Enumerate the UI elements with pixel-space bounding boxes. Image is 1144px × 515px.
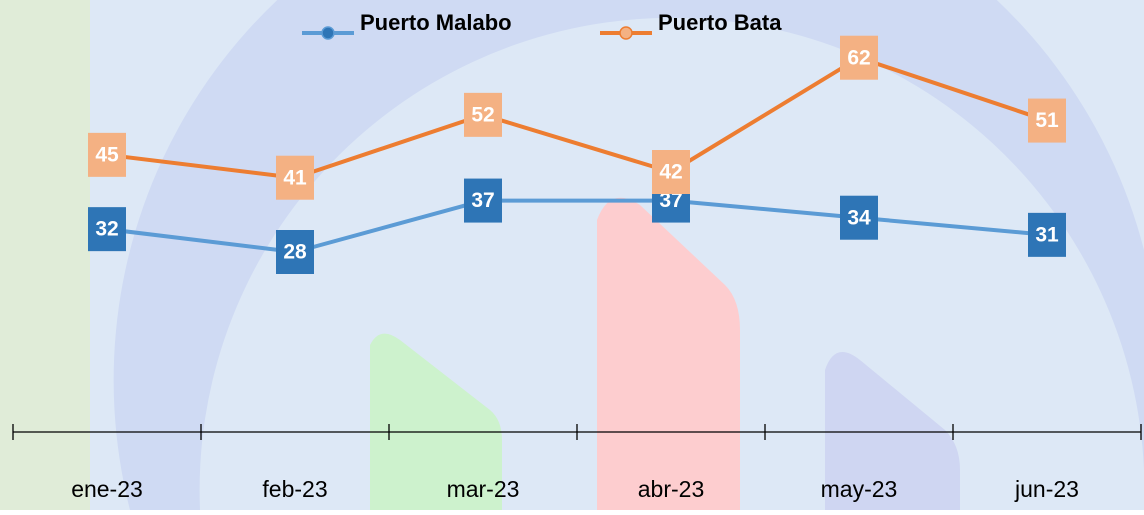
chart: Puerto Malabo Puerto Bata ene-23 feb-23 mar…: [0, 0, 1144, 510]
x-tick-label: may-23: [821, 476, 898, 502]
x-tick-label: feb-23: [262, 476, 327, 502]
x-tick-label: abr-23: [638, 476, 704, 502]
data-label: 37: [471, 189, 494, 212]
data-label: 34: [847, 206, 871, 229]
legend-label: Puerto Bata: [658, 10, 782, 35]
data-label: 42: [659, 161, 682, 184]
legend-marker: [322, 27, 334, 39]
data-label: 41: [283, 166, 307, 189]
data-label: 51: [1035, 109, 1059, 132]
legend-label: Puerto Malabo: [360, 10, 512, 35]
data-label: 28: [283, 241, 307, 264]
data-label: 45: [95, 143, 119, 166]
x-tick-label: jun-23: [1014, 476, 1079, 502]
data-label: 52: [471, 103, 494, 126]
legend-marker: [620, 27, 632, 39]
data-label: 62: [847, 46, 870, 69]
data-label: 31: [1035, 223, 1059, 246]
x-tick-label: ene-23: [71, 476, 143, 502]
data-label: 32: [95, 218, 118, 241]
x-tick-label: mar-23: [447, 476, 520, 502]
